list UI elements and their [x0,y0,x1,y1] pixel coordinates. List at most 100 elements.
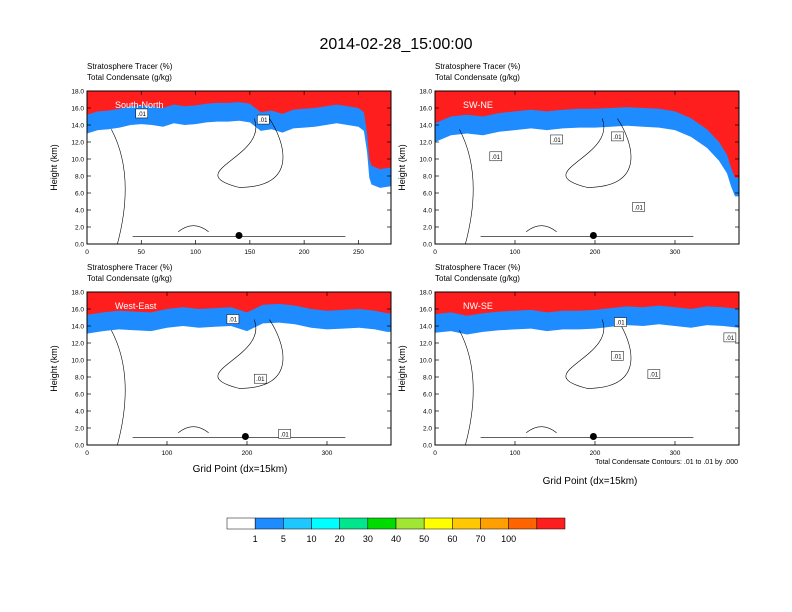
location-marker [241,433,249,440]
colorbar-swatch [367,517,397,530]
contour-label-box [278,429,291,439]
plot-frame [434,291,740,446]
condensate-contour [526,426,557,433]
x-tick-label: 200 [590,450,601,457]
plot-frame [434,90,740,245]
contour-label: .01 [613,135,622,141]
y-tick-label: 10.0 [419,157,432,164]
tracer-max-region [435,91,739,178]
y-tick-label: 16.0 [71,307,84,314]
colorbar-label: 100 [501,534,516,544]
contour-label: .01 [635,205,644,211]
location-marker [589,433,597,440]
tracer-band [435,91,739,197]
contour-label: .01 [256,377,265,383]
y-tick-label: 0.0 [75,242,84,249]
y-tick-label: 4.0 [75,208,84,215]
contour-label: .01 [613,354,622,360]
colorbar-label: 40 [391,534,401,544]
x-tick-label: 0 [433,450,437,457]
contour-label: .01 [229,318,238,324]
y-tick-label: 8.0 [423,375,432,382]
panel-title-line2: Total Condensate (g/kg) [435,274,520,283]
x-tick-label: 100 [510,450,521,457]
x-tick-label: 100 [190,249,201,256]
panel-title-line2: Total Condensate (g/kg) [87,73,172,82]
cross-section-label: NW-SE [463,301,493,311]
y-tick-label: 0.0 [423,443,432,450]
panel-title-line2: Total Condensate (g/kg) [87,274,172,283]
condensate-contour [459,129,474,244]
condensate-contour [565,319,632,389]
colorbar-swatch [536,517,566,530]
colorbar-label: 10 [306,534,316,544]
y-tick-label: 2.0 [75,225,84,232]
x-tick-label: 100 [162,450,173,457]
y-tick-label: 10.0 [419,358,432,365]
colorbar-label: 5 [281,534,286,544]
condensate-contour [111,129,126,244]
condensate-contour [178,426,209,433]
y-tick-label: 6.0 [423,392,432,399]
y-axis-label: Height (km) [397,144,407,191]
colorbar-swatch [339,517,369,530]
y-tick-label: 12.0 [71,140,84,147]
panel-title-line1: Stratosphere Tracer (%) [435,62,521,71]
x-tick-label: 200 [242,450,253,457]
y-tick-label: 6.0 [423,191,432,198]
y-tick-label: 2.0 [75,426,84,433]
contour-label-box [135,108,148,119]
panel-west-east: Stratosphere Tracer (%) Total Condensate … [49,263,392,457]
contour-label: .01 [726,336,735,342]
colorbar-swatch [508,517,538,530]
plot-frame [86,291,392,446]
panel-south-north: Stratosphere Tracer (%) Total Condensate … [49,62,392,256]
colorbar-swatch [423,517,453,530]
y-tick-label: 16.0 [419,307,432,314]
y-tick-label: 8.0 [75,375,84,382]
condensate-contour [111,330,126,445]
contour-info-note: Total Condensate Contours: .01 to .01 by… [595,459,738,466]
y-tick-label: 14.0 [419,123,432,130]
y-tick-label: 4.0 [75,409,84,416]
x-tick-label: 250 [353,249,364,256]
contour-label: .01 [650,373,659,379]
plot-area: .01 .01 .01 West-East [87,292,391,445]
colorbar-swatch [395,517,425,530]
y-axis-label: Height (km) [49,345,59,392]
y-tick-label: 10.0 [71,358,84,365]
x-tick-label: 0 [85,450,89,457]
contour-label: .01 [280,432,289,438]
colorbar-swatch [254,517,284,530]
x-tick-label: 300 [322,450,333,457]
x-tick-label: 100 [510,249,521,256]
y-tick-label: 14.0 [71,123,84,130]
plot-area: .01 .01 .01 .01 NW-SE [435,292,739,445]
contour-label-box [632,202,645,212]
panel-title-line1: Stratosphere Tracer (%) [87,263,173,272]
tracer-max-region [87,292,391,315]
colorbar-label: 60 [447,534,457,544]
cross-section-label: SW-NE [463,100,493,110]
x-tick-label: 200 [299,249,310,256]
condensate-contour [217,118,284,188]
contour-label-box [489,151,503,162]
y-tick-label: 4.0 [423,208,432,215]
x-tick-label: 150 [244,249,255,256]
contour-label-box [611,131,624,142]
cross-section-label: West-East [115,301,157,311]
contour-label: .01 [616,321,625,327]
contour-label-box [614,317,627,327]
y-tick-label: 12.0 [419,341,432,348]
colorbar-swatch [311,517,340,530]
contour-label-box [550,134,563,145]
plot-area: .01 .01 South-North [87,91,391,244]
colorbar: 1 5 10 20 30 40 50 60 70 100 [226,517,566,544]
y-tick-label: 6.0 [75,392,84,399]
y-tick-label: 18.0 [419,89,432,96]
contour-label-box [254,373,267,384]
y-tick-label: 2.0 [423,225,432,232]
colorbar-swatch [283,517,312,530]
contour-label: .01 [492,155,501,161]
